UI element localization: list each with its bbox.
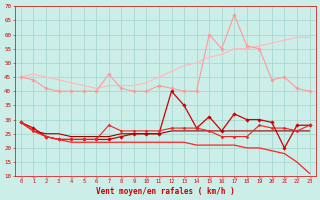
- X-axis label: Vent moyen/en rafales ( km/h ): Vent moyen/en rafales ( km/h ): [96, 187, 235, 196]
